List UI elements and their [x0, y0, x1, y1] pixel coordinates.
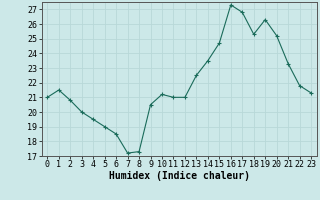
X-axis label: Humidex (Indice chaleur): Humidex (Indice chaleur): [109, 171, 250, 181]
